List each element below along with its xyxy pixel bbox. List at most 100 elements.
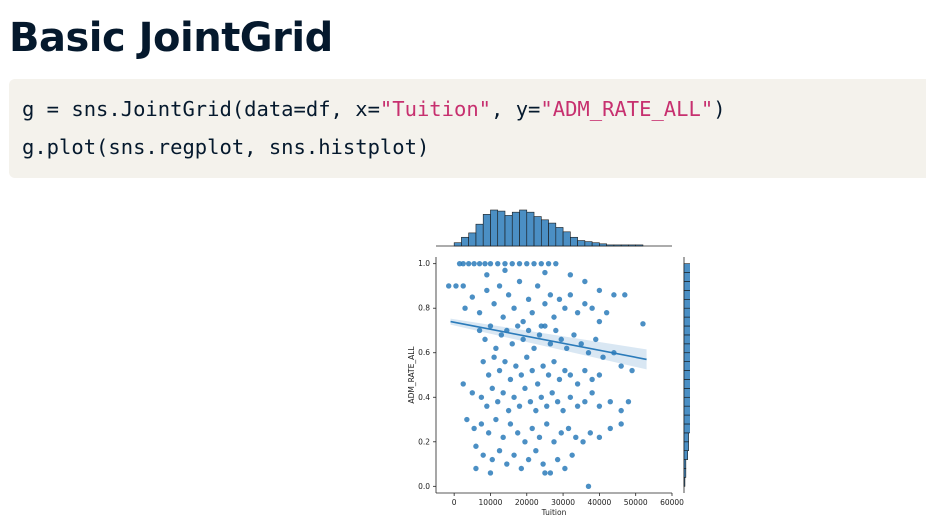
- scatter-point: [446, 283, 452, 289]
- scatter-point: [529, 425, 535, 432]
- scatter-point: [564, 345, 570, 351]
- y-hist-bar: [683, 299, 690, 309]
- scatter-point: [478, 394, 485, 400]
- scatter-point: [538, 394, 544, 400]
- scatter-point: [473, 443, 479, 449]
- y-tick-label: 0.2: [418, 437, 430, 446]
- code-line-1: g = sns.JointGrid(data=df, x="Tuition", …: [22, 96, 726, 122]
- x-tick-label: 0: [452, 498, 457, 507]
- scatter-point: [571, 332, 577, 338]
- scatter-point: [480, 452, 486, 458]
- scatter-point: [520, 318, 526, 325]
- scatter-point: [460, 381, 466, 387]
- x-tick-label: 20000: [515, 498, 539, 507]
- scatter-point: [484, 272, 490, 278]
- x-hist-bar: [453, 242, 462, 247]
- x-hist-bar: [504, 215, 513, 247]
- scatter-point: [460, 260, 466, 267]
- scatter-point: [547, 292, 554, 298]
- scatter-point: [560, 407, 566, 414]
- y-hist-bar: [683, 388, 690, 398]
- scatter-point: [534, 381, 541, 387]
- code-text: ): [713, 97, 726, 121]
- scatter-point: [482, 260, 488, 267]
- scatter-point: [496, 447, 503, 454]
- y-hist-bar: [683, 343, 690, 354]
- scatter-point: [547, 341, 554, 347]
- scatter-point: [540, 461, 546, 467]
- scatter-point: [471, 260, 477, 267]
- scatter-point: [514, 323, 521, 329]
- scatter-point: [484, 403, 490, 409]
- y-hist-bar: [683, 307, 690, 318]
- scatter-point: [495, 260, 501, 267]
- scatter-point: [500, 390, 506, 396]
- scatter-point: [533, 447, 539, 454]
- scatter-point: [493, 345, 499, 351]
- y-hist-bar: [683, 477, 686, 487]
- y-hist-bar: [683, 441, 689, 451]
- scatter-point: [585, 350, 592, 356]
- scatter-point: [527, 399, 534, 405]
- x-hist-bar: [482, 214, 491, 247]
- scatter-point: [596, 372, 603, 378]
- scatter-point: [567, 292, 574, 298]
- x-hist-bar: [635, 244, 644, 247]
- scatter-point: [495, 399, 501, 405]
- scatter-point: [482, 336, 488, 343]
- x-hist-bar: [526, 211, 535, 247]
- scatter-point: [556, 376, 563, 383]
- code-text: g = sns.JointGrid(data=df, x=: [22, 97, 380, 121]
- scatter-point: [502, 260, 508, 267]
- scatter-point: [464, 416, 470, 423]
- scatter-point: [487, 323, 494, 329]
- scatter-point: [618, 363, 624, 369]
- scatter-point: [529, 367, 535, 374]
- scatter-point: [542, 323, 548, 329]
- x-hist-bar: [591, 242, 600, 247]
- scatter-point: [516, 403, 523, 409]
- code-string-y: "ADM_RATE_ALL": [540, 97, 714, 121]
- x-hist-bar: [497, 210, 506, 247]
- x-hist-bar: [468, 232, 477, 247]
- scatter-point: [585, 483, 592, 490]
- x-hist-bar: [628, 244, 636, 247]
- y-hist-bar: [683, 352, 690, 362]
- scatter-point: [549, 390, 555, 396]
- scatter-point: [514, 430, 521, 436]
- x-hist-bar: [584, 241, 593, 247]
- y-hist-bar: [683, 325, 690, 336]
- scatter-point: [489, 456, 495, 463]
- scatter-point: [487, 260, 494, 267]
- scatter-point: [607, 425, 613, 432]
- scatter-point: [500, 314, 506, 320]
- y-hist-bar: [683, 263, 690, 273]
- y-hist-bar: [683, 396, 690, 407]
- scatter-point: [478, 421, 485, 427]
- scatter-point: [589, 305, 595, 311]
- scatter-point: [480, 358, 486, 365]
- scatter-point: [525, 296, 532, 303]
- x-hist-bar: [490, 209, 499, 247]
- scatter-point: [524, 354, 530, 360]
- scatter-point: [553, 260, 559, 267]
- scatter-point: [516, 260, 523, 267]
- scatter-point: [554, 456, 561, 463]
- scatter-point: [473, 465, 479, 472]
- scatter-point: [509, 341, 515, 347]
- y-tick-label: 0.0: [418, 482, 430, 491]
- scatter-point: [534, 283, 541, 289]
- scatter-point: [509, 260, 515, 267]
- scatter-point: [545, 372, 552, 378]
- scatter-point: [573, 434, 579, 441]
- scatter-point: [533, 407, 539, 414]
- y-hist-bar: [683, 316, 690, 327]
- scatter-point: [522, 439, 528, 445]
- x-hist-bar: [599, 243, 607, 247]
- y-hist-bar: [683, 468, 687, 478]
- scatter-point: [525, 327, 532, 334]
- scatter-point: [511, 452, 517, 458]
- scatter-point: [531, 260, 537, 267]
- scatter-point: [589, 390, 595, 396]
- x-hist-bar: [540, 219, 549, 247]
